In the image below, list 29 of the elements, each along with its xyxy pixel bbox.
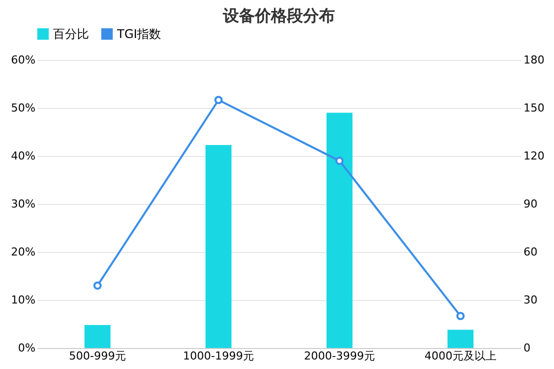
bar <box>206 144 232 348</box>
chart-title: 设备价格段分布 <box>222 6 335 25</box>
x-tick-label: 500-999元 <box>69 350 126 362</box>
y-tick-label: 60% <box>11 54 36 66</box>
bar <box>326 112 352 348</box>
legend-label: 百分比 <box>53 27 89 41</box>
y-tick-label: 20% <box>11 246 36 258</box>
x-tick-label: 2000-3999元 <box>304 350 375 362</box>
y-tick-label: 0% <box>18 342 36 354</box>
legend-label: TGI指数 <box>116 27 162 41</box>
point <box>93 281 102 290</box>
y2-tick-label: 120 <box>524 150 544 162</box>
point <box>214 96 223 104</box>
point <box>456 312 465 320</box>
point <box>335 156 344 165</box>
y-tick-label: 10% <box>11 294 36 306</box>
y-tick-label: 50% <box>11 102 36 114</box>
y2-tick-label: 30 <box>524 294 538 306</box>
bar <box>448 330 474 348</box>
x-tick-label: 1000-1999元 <box>183 350 254 362</box>
x-tick-label: 4000元及以上 <box>424 350 496 362</box>
y2-tick-label: 0 <box>524 342 530 354</box>
y2-tick-label: 180 <box>524 54 544 66</box>
y-tick-label: 40% <box>11 150 36 162</box>
y2-tick-label: 90 <box>524 198 538 210</box>
bar <box>84 324 110 348</box>
y2-tick-label: 150 <box>524 102 544 114</box>
y-tick-label: 30% <box>11 198 36 210</box>
y2-tick-label: 60 <box>524 246 538 258</box>
